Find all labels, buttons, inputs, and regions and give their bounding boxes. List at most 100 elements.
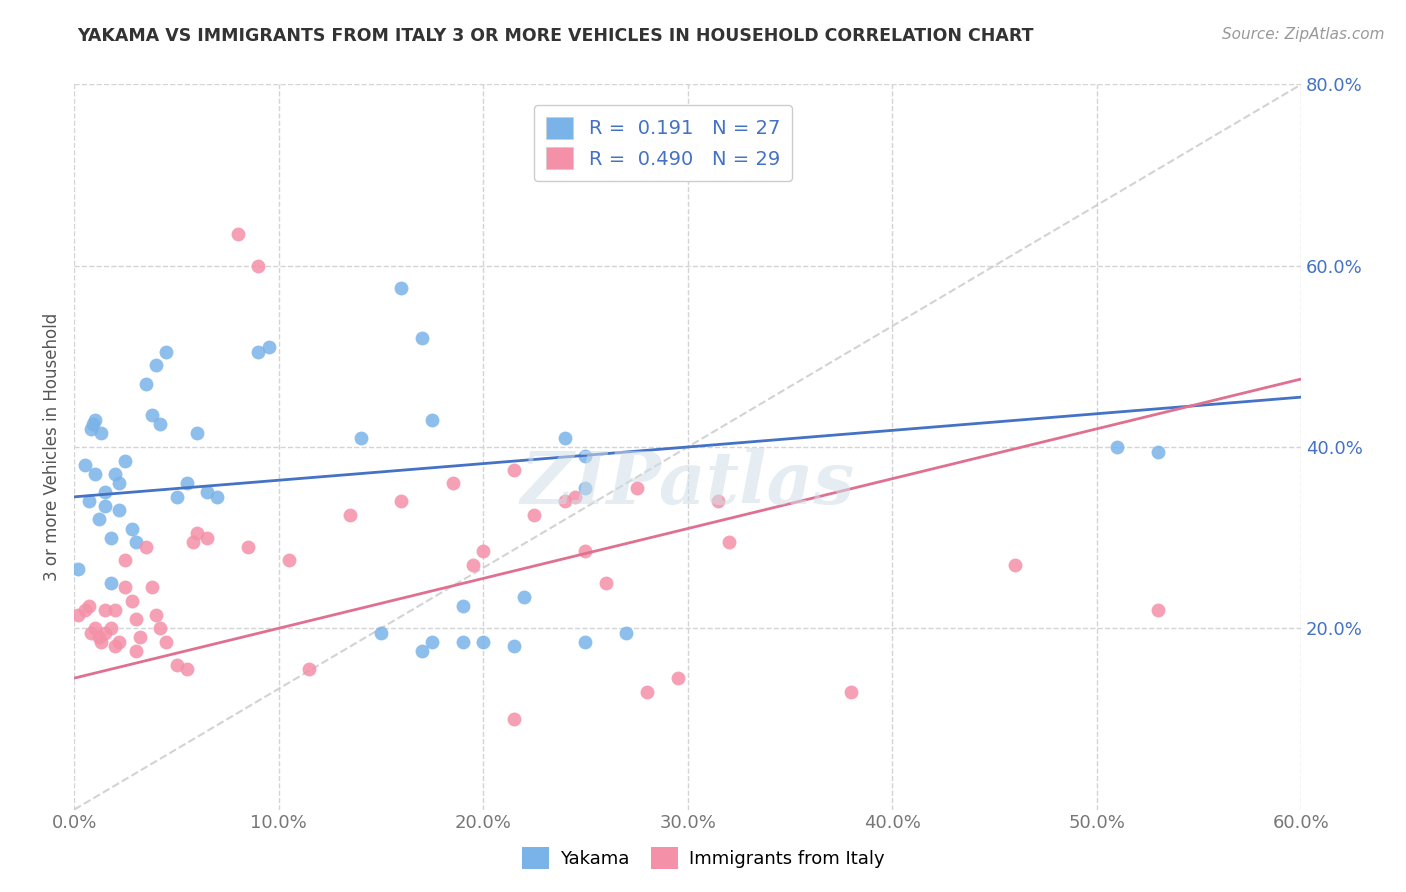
Point xyxy=(108,503,131,517)
Point xyxy=(128,630,150,644)
Point xyxy=(176,662,198,676)
Point xyxy=(73,458,96,472)
Point xyxy=(100,576,122,591)
Point xyxy=(149,417,172,432)
Point xyxy=(717,535,740,549)
Point xyxy=(87,630,110,644)
Point xyxy=(411,644,433,658)
Point xyxy=(247,344,270,359)
Point xyxy=(626,481,648,495)
Point xyxy=(67,562,90,576)
Point xyxy=(94,485,117,500)
Point xyxy=(574,481,596,495)
Point xyxy=(104,603,127,617)
Point xyxy=(149,621,172,635)
Point xyxy=(79,422,101,436)
Point xyxy=(391,281,413,295)
Y-axis label: 3 or more Vehicles in Household: 3 or more Vehicles in Household xyxy=(44,313,60,581)
Point xyxy=(226,227,249,241)
Point xyxy=(114,553,136,567)
Point xyxy=(135,540,157,554)
Point xyxy=(114,581,136,595)
Point xyxy=(104,640,127,654)
Point xyxy=(616,625,638,640)
Text: YAKAMA VS IMMIGRANTS FROM ITALY 3 OR MORE VEHICLES IN HOUSEHOLD CORRELATION CHAR: YAKAMA VS IMMIGRANTS FROM ITALY 3 OR MOR… xyxy=(77,27,1033,45)
Legend: Yakama, Immigrants from Italy: Yakama, Immigrants from Italy xyxy=(513,838,893,879)
Point xyxy=(339,508,361,522)
Point xyxy=(298,662,321,676)
Point xyxy=(420,413,443,427)
Text: Source: ZipAtlas.com: Source: ZipAtlas.com xyxy=(1222,27,1385,42)
Point xyxy=(77,494,100,508)
Point xyxy=(574,544,596,558)
Point xyxy=(108,476,131,491)
Point xyxy=(94,625,117,640)
Point xyxy=(83,621,105,635)
Point xyxy=(554,494,576,508)
Point xyxy=(67,607,90,622)
Point xyxy=(195,485,218,500)
Point xyxy=(666,671,689,685)
Point xyxy=(503,463,526,477)
Point xyxy=(523,508,546,522)
Point xyxy=(135,376,157,391)
Point xyxy=(513,590,536,604)
Point xyxy=(707,494,730,508)
Point xyxy=(391,494,413,508)
Point xyxy=(155,344,177,359)
Point xyxy=(90,635,112,649)
Point xyxy=(472,635,495,649)
Point xyxy=(461,558,484,572)
Point xyxy=(574,449,596,463)
Point xyxy=(1004,558,1026,572)
Point xyxy=(247,259,270,273)
Point xyxy=(595,576,617,591)
Point xyxy=(420,635,443,649)
Point xyxy=(77,599,100,613)
Point xyxy=(503,712,526,726)
Point xyxy=(83,467,105,482)
Point xyxy=(451,599,474,613)
Point xyxy=(278,553,301,567)
Point xyxy=(124,612,146,626)
Point xyxy=(839,684,862,698)
Point xyxy=(370,625,392,640)
Point xyxy=(124,644,146,658)
Point xyxy=(104,467,127,482)
Point xyxy=(100,531,122,545)
Point xyxy=(145,359,167,373)
Point xyxy=(79,625,101,640)
Point xyxy=(186,426,208,441)
Point xyxy=(1147,603,1170,617)
Point xyxy=(257,340,280,354)
Point xyxy=(155,635,177,649)
Point xyxy=(73,603,96,617)
Point xyxy=(108,635,131,649)
Point xyxy=(82,417,104,432)
Point xyxy=(90,426,112,441)
Point xyxy=(145,607,167,622)
Point xyxy=(94,603,117,617)
Point xyxy=(503,640,526,654)
Point xyxy=(100,621,122,635)
Point xyxy=(1147,444,1170,458)
Point xyxy=(636,684,658,698)
Point xyxy=(114,453,136,467)
Text: ZIPatlas: ZIPatlas xyxy=(520,448,855,519)
Point xyxy=(349,431,371,445)
Point xyxy=(411,331,433,345)
Point xyxy=(121,594,143,608)
Point xyxy=(94,499,117,513)
Point xyxy=(207,490,229,504)
Point xyxy=(441,476,464,491)
Point xyxy=(166,490,188,504)
Point xyxy=(236,540,259,554)
Point xyxy=(87,512,110,526)
Point xyxy=(186,526,208,541)
Point xyxy=(121,522,143,536)
Point xyxy=(141,409,163,423)
Point xyxy=(124,535,146,549)
Point xyxy=(83,413,105,427)
Point xyxy=(472,544,495,558)
Point xyxy=(141,581,163,595)
